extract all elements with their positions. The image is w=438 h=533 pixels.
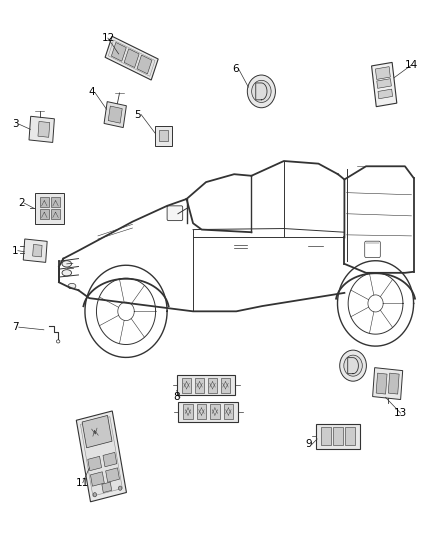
Ellipse shape bbox=[344, 355, 362, 376]
Polygon shape bbox=[39, 209, 49, 219]
Ellipse shape bbox=[118, 486, 122, 490]
Text: 2: 2 bbox=[18, 198, 25, 208]
Polygon shape bbox=[81, 417, 122, 496]
Ellipse shape bbox=[340, 350, 367, 381]
Polygon shape bbox=[221, 378, 230, 393]
Polygon shape bbox=[102, 482, 112, 492]
Polygon shape bbox=[51, 197, 60, 207]
Polygon shape bbox=[208, 378, 217, 393]
Text: 13: 13 bbox=[394, 408, 407, 418]
Polygon shape bbox=[371, 62, 397, 107]
Polygon shape bbox=[197, 404, 206, 419]
Ellipse shape bbox=[68, 284, 76, 289]
Polygon shape bbox=[333, 427, 343, 446]
Polygon shape bbox=[106, 468, 120, 482]
Polygon shape bbox=[210, 404, 219, 419]
Text: 1: 1 bbox=[11, 246, 18, 256]
Text: 14: 14 bbox=[405, 60, 418, 70]
Text: 3: 3 bbox=[12, 119, 19, 129]
Text: 12: 12 bbox=[101, 33, 115, 43]
Polygon shape bbox=[178, 401, 238, 422]
Polygon shape bbox=[137, 55, 152, 74]
Polygon shape bbox=[39, 197, 49, 207]
Ellipse shape bbox=[247, 75, 276, 108]
Polygon shape bbox=[159, 131, 168, 141]
Polygon shape bbox=[375, 67, 390, 79]
Polygon shape bbox=[108, 106, 122, 123]
Polygon shape bbox=[345, 427, 355, 446]
Polygon shape bbox=[104, 102, 127, 127]
Polygon shape bbox=[124, 49, 139, 68]
Polygon shape bbox=[378, 89, 392, 99]
Polygon shape bbox=[155, 126, 172, 146]
Text: 4: 4 bbox=[88, 87, 95, 98]
Polygon shape bbox=[376, 373, 387, 394]
Polygon shape bbox=[316, 424, 360, 449]
Text: 8: 8 bbox=[173, 392, 180, 402]
Ellipse shape bbox=[252, 80, 271, 102]
Text: 6: 6 bbox=[232, 64, 239, 74]
Polygon shape bbox=[183, 404, 193, 419]
Polygon shape bbox=[88, 456, 102, 471]
Polygon shape bbox=[388, 373, 399, 394]
Polygon shape bbox=[76, 411, 127, 502]
Polygon shape bbox=[103, 453, 117, 467]
Text: 11: 11 bbox=[76, 478, 89, 488]
Polygon shape bbox=[224, 404, 233, 419]
FancyBboxPatch shape bbox=[167, 206, 183, 221]
Ellipse shape bbox=[62, 270, 71, 276]
Polygon shape bbox=[108, 40, 155, 76]
Polygon shape bbox=[321, 427, 331, 446]
Polygon shape bbox=[90, 472, 104, 486]
Polygon shape bbox=[33, 245, 42, 257]
Polygon shape bbox=[35, 193, 64, 224]
Ellipse shape bbox=[93, 492, 96, 497]
Text: 5: 5 bbox=[134, 110, 141, 119]
Polygon shape bbox=[377, 79, 391, 88]
Polygon shape bbox=[29, 116, 54, 142]
Polygon shape bbox=[23, 239, 47, 262]
Text: 7: 7 bbox=[12, 322, 19, 332]
Polygon shape bbox=[195, 378, 204, 393]
Polygon shape bbox=[82, 415, 112, 448]
Polygon shape bbox=[105, 36, 158, 80]
Polygon shape bbox=[373, 368, 403, 400]
Polygon shape bbox=[111, 43, 126, 61]
Polygon shape bbox=[38, 122, 50, 138]
Polygon shape bbox=[182, 378, 191, 393]
Ellipse shape bbox=[62, 261, 71, 267]
Text: 9: 9 bbox=[305, 439, 312, 449]
Polygon shape bbox=[51, 209, 60, 219]
Polygon shape bbox=[177, 375, 235, 395]
